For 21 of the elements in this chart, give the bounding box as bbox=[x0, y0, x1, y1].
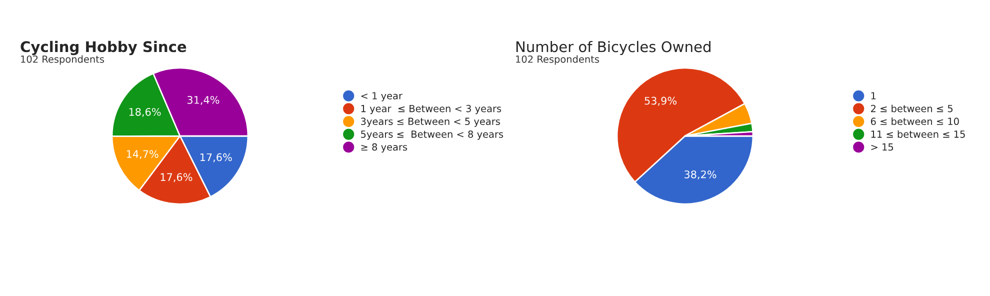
data-label: 17,6% bbox=[200, 153, 232, 162]
legend-label: 3years ≤ Between < 5 years bbox=[361, 118, 500, 127]
legend-label: 6 ≤ between ≤ 10 bbox=[870, 118, 959, 126]
legend-label: ≥ 8 years bbox=[361, 143, 408, 153]
chart-title: Number of Bicycles Owned bbox=[516, 40, 710, 56]
legend-label: 1 year ≤ Between < 3 years bbox=[361, 104, 502, 114]
legend-label: < 1 year bbox=[361, 92, 402, 102]
legend-label: > 15 bbox=[871, 143, 894, 151]
legend-label: 11 ≤ between ≤ 15 bbox=[871, 130, 965, 138]
chart-subtitle: 102 Respondents bbox=[516, 55, 600, 65]
legend-label: 1 bbox=[871, 92, 876, 100]
legend-label: 5years ≤ Between < 8 years bbox=[361, 130, 504, 140]
data-label: 31,4% bbox=[187, 96, 220, 105]
chart-subtitle: 102 Respondents bbox=[21, 55, 104, 65]
data-label: 17,6% bbox=[160, 173, 192, 182]
chart-title: Cycling Hobby Since bbox=[20, 40, 186, 56]
data-label: 38,2% bbox=[684, 170, 716, 180]
legend-label: 2 ≤ between ≤ 5 bbox=[870, 104, 952, 112]
data-label: 14,7% bbox=[126, 150, 158, 160]
data-label: 18,6% bbox=[129, 108, 161, 117]
data-label: 53,9% bbox=[644, 96, 677, 106]
